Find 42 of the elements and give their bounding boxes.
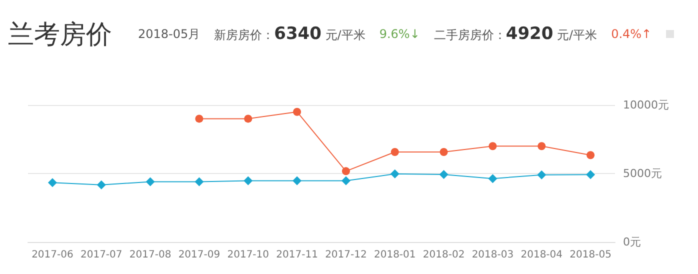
point (390, 169, 400, 178)
x-tick-label: 2018-03 (472, 250, 514, 260)
chart-title: 兰考房价 (8, 18, 112, 52)
text: 0.4%↑ (611, 27, 652, 41)
y-tick-label: 10000元 (623, 98, 669, 112)
x-tick-label: 2017-11 (276, 250, 318, 260)
point (292, 176, 302, 186)
x-tick-label: 2017-09 (178, 250, 220, 260)
point (488, 174, 498, 184)
point (146, 177, 155, 186)
point (440, 148, 448, 156)
x-tick-label: 2017-06 (32, 250, 74, 260)
point (390, 148, 399, 156)
point (96, 180, 106, 190)
point (342, 167, 350, 176)
point (341, 176, 350, 186)
x-tick-label: 2018-01 (374, 250, 416, 260)
x-tick-label: 2017-10 (227, 250, 270, 260)
x-tick-label: 2018-05 (570, 250, 612, 260)
x-tick-label: 2018-02 (422, 250, 465, 260)
point (244, 114, 252, 123)
y-tick-label: 0元 (623, 236, 641, 248)
x-tick-label: 2017-12 (325, 250, 367, 260)
text: 新房房价：6340 元/平米 (214, 24, 366, 44)
y-tick-label: 5000元 (623, 167, 662, 180)
x-tick-label: 2018-04 (520, 250, 563, 260)
text: 二手房房价：4920 元/平米 (434, 24, 598, 44)
point (586, 170, 596, 180)
x-tick-label: 2017-08 (129, 250, 172, 260)
text: 9.6%↓ (379, 27, 420, 41)
point (537, 170, 546, 180)
x-tick-label: 2017-07 (80, 250, 122, 260)
point (293, 108, 302, 116)
point (586, 151, 595, 160)
point (195, 114, 204, 123)
point (439, 170, 448, 179)
point (194, 177, 204, 186)
point (48, 178, 57, 188)
point (244, 176, 253, 186)
text: 2018-05月 (138, 26, 200, 42)
point (538, 142, 546, 150)
point (488, 142, 497, 150)
